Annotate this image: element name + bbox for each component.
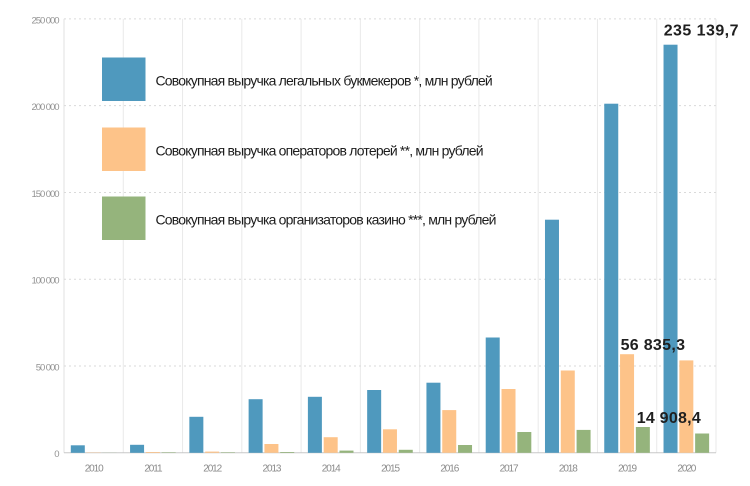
- svg-text:2016: 2016: [440, 464, 459, 475]
- svg-text:2020: 2020: [677, 464, 696, 475]
- svg-text:2013: 2013: [263, 464, 282, 475]
- svg-text:100 000: 100 000: [32, 276, 60, 287]
- svg-text:56 835,3: 56 835,3: [621, 337, 686, 354]
- svg-text:150 000: 150 000: [32, 189, 60, 200]
- svg-text:235 139,7: 235 139,7: [664, 22, 739, 39]
- svg-text:250 000: 250 000: [32, 15, 60, 26]
- svg-text:2011: 2011: [144, 464, 163, 475]
- svg-text:2018: 2018: [559, 464, 578, 475]
- svg-text:2014: 2014: [322, 464, 341, 475]
- svg-text:200 000: 200 000: [32, 102, 60, 113]
- svg-text:Совокупная выручка организатор: Совокупная выручка организаторов казино …: [156, 211, 496, 227]
- svg-text:50 000: 50 000: [36, 362, 60, 373]
- svg-text:0: 0: [54, 449, 59, 460]
- svg-text:2012: 2012: [203, 464, 222, 475]
- svg-text:14 908,4: 14 908,4: [637, 410, 701, 427]
- svg-text:2017: 2017: [500, 464, 519, 475]
- svg-text:Совокупная выручка операторов: Совокупная выручка операторов лотерей **…: [156, 142, 483, 158]
- svg-text:Совокупная выручка легальных б: Совокупная выручка легальных букмекеров …: [156, 72, 492, 88]
- svg-text:2015: 2015: [381, 464, 400, 475]
- svg-text:2010: 2010: [85, 464, 104, 475]
- svg-text:2019: 2019: [618, 464, 637, 475]
